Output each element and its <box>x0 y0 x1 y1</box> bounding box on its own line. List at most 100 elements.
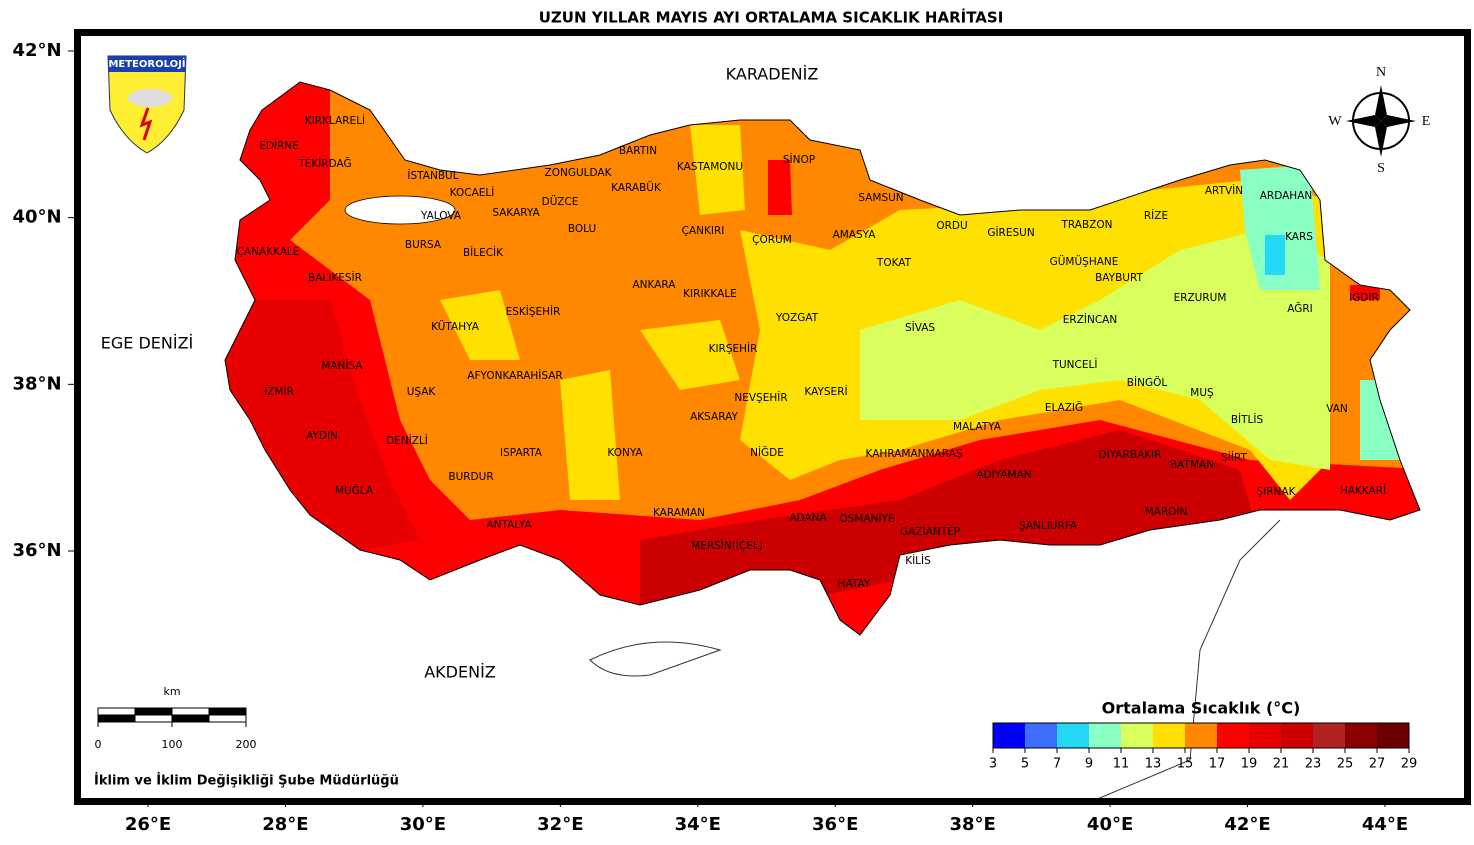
title: UZUN YILLAR MAYIS AYI ORTALAMA SICAKLIK … <box>539 8 1004 27</box>
province-label: ORDU <box>936 220 967 232</box>
province-label: UŞAK <box>407 386 437 398</box>
lat-tick-label: 36°N <box>12 540 61 561</box>
scale-segment <box>97 707 136 716</box>
lon-tick-label: 30°E <box>400 814 446 835</box>
province-label: BİTLİS <box>1231 413 1264 426</box>
scale-segment <box>134 714 173 723</box>
province-label: MARDİN <box>1145 505 1188 518</box>
province-label: BOLU <box>568 223 596 235</box>
province-label: ŞANLIURFA <box>1019 520 1078 532</box>
province-label: KIRŞEHİR <box>709 342 758 355</box>
lon-tick-label: 28°E <box>262 814 308 835</box>
province-label: OSMANİYE <box>839 512 894 525</box>
lat-tick-label: 40°N <box>12 207 61 228</box>
province-label: VAN <box>1326 403 1348 415</box>
province-label: MANİSA <box>321 359 363 372</box>
temperature-zone <box>1265 235 1285 275</box>
color-bin <box>1057 723 1089 748</box>
province-label: SİİRT <box>1221 451 1247 464</box>
province-label: BİNGÖL <box>1127 376 1168 389</box>
province-label: TRABZON <box>1061 219 1113 231</box>
province-label: ELAZIĞ <box>1045 401 1083 414</box>
color-bin <box>1217 723 1249 748</box>
color-bin <box>1345 723 1377 748</box>
color-bin <box>1089 723 1121 748</box>
province-label: ISPARTA <box>500 447 543 459</box>
province-label: KİLİS <box>905 554 931 567</box>
province-label: MERSİN(İÇEL) <box>691 539 763 552</box>
province-label: ÇORUM <box>752 234 792 246</box>
province-label: AMASYA <box>833 229 877 241</box>
province-label: ŞIRNAK <box>1257 486 1297 498</box>
compass-letter: S <box>1377 161 1385 176</box>
compass-rose: N E S W <box>1328 65 1430 176</box>
province-label: AĞRI <box>1287 302 1313 315</box>
scale-label: 0 <box>95 738 102 751</box>
province-label: KARAMAN <box>653 507 705 519</box>
temperature-zone <box>1240 165 1320 290</box>
compass-letter: W <box>1328 114 1342 129</box>
logo: METEOROLOJİ <box>107 55 187 154</box>
country-border <box>224 81 1421 636</box>
scale-label: 200 <box>236 738 257 751</box>
color-bin <box>1153 723 1185 748</box>
colorbar-label: 17 <box>1209 757 1226 772</box>
colorbar-label: 11 <box>1113 757 1130 772</box>
province-label: KOCAELİ <box>450 186 495 199</box>
color-bin <box>1185 723 1217 748</box>
colorbar: 3 5 7 9 11 13 15 17 19 21 23 25 27 29 <box>989 722 1417 772</box>
province-label: ADIYAMAN <box>976 469 1031 481</box>
colorbar-label: 25 <box>1337 757 1354 772</box>
province-label: AFYONKARAHİSAR <box>467 369 562 382</box>
scale-segment <box>208 714 247 723</box>
province-label: KARS <box>1285 231 1313 243</box>
temperature-zone <box>860 230 1330 470</box>
scale-unit: km <box>163 685 180 698</box>
province-label: IĞDIR <box>1349 291 1379 304</box>
color-bin <box>1025 723 1057 748</box>
province-labels: KIRKLARELİ EDİRNE TEKİRDAĞ İSTANBUL KOCAELİ S… <box>237 114 1387 590</box>
province-label: ANTALYA <box>486 519 532 531</box>
sea-label: KARADENİZ <box>726 65 819 84</box>
color-bin <box>1377 723 1409 748</box>
province-label: İZMİR <box>264 385 294 398</box>
color-bin <box>1249 723 1281 748</box>
province-label: KIRKLARELİ <box>305 114 365 127</box>
province-label: SİNOP <box>783 153 815 166</box>
frame <box>74 29 1471 805</box>
colorbar-label: 5 <box>1021 757 1029 772</box>
province-label: NEVŞEHİR <box>734 391 787 404</box>
province-label: ARDAHAN <box>1260 190 1313 202</box>
scale-bar: 0 100 200 <box>95 707 257 751</box>
province-label: KARABÜK <box>611 181 662 194</box>
temperature-zone <box>1350 285 1380 300</box>
logo-text: METEOROLOJİ <box>108 56 185 70</box>
color-bin <box>1281 723 1313 748</box>
color-bin <box>993 723 1025 748</box>
sea-label: EGE DENİZİ <box>101 334 194 353</box>
scale-segment <box>171 707 210 716</box>
lon-tick-label: 42°E <box>1224 814 1270 835</box>
lon-tick-label: 34°E <box>675 814 721 835</box>
province-label: BATMAN <box>1170 459 1214 471</box>
province-label: BİLECİK <box>463 246 504 259</box>
province-label: HAKKARİ <box>1340 484 1386 497</box>
province-label: DENİZLİ <box>386 434 428 447</box>
temperature-zone <box>640 430 1260 610</box>
province-label: TOKAT <box>876 257 912 269</box>
lon-tick-label: 40°E <box>1087 814 1133 835</box>
province-label: ESKİŞEHİR <box>506 305 561 318</box>
colorbar-label: 3 <box>989 757 997 772</box>
province-label: DÜZCE <box>542 195 579 208</box>
lon-tick-label: 38°E <box>949 814 995 835</box>
province-label: DİYARBAKIR <box>1099 448 1162 461</box>
axes: 26°E 28°E 30°E 32°E 34°E 36°E 38°E 40°E 42°E 44°E… <box>12 40 1408 835</box>
province-label: ERZİNCAN <box>1063 313 1117 326</box>
province-label: GAZİANTEP <box>900 525 960 538</box>
province-label: GİRESUN <box>987 226 1034 239</box>
color-bin <box>1313 723 1345 748</box>
province-label: KAYSERİ <box>804 385 847 398</box>
legend-title: Ortalama Sıcaklık (°C) <box>1102 699 1301 718</box>
